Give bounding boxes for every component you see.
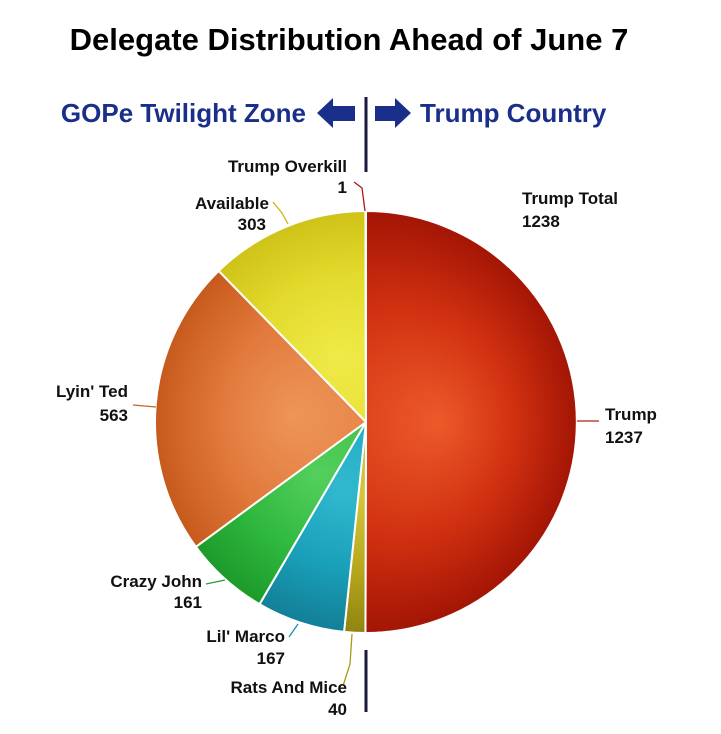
label-value-trump-overkill: 1 (338, 178, 347, 197)
leader-lines (132, 181, 599, 687)
slice-trump-overkill (364, 209, 367, 423)
chart-title: Delegate Distribution Ahead of June 7 (70, 22, 629, 57)
slice-lyin-ted (154, 269, 367, 548)
label-name-trump: Trump (605, 405, 657, 424)
slice-labels: Trump Overkill 1 Available 303 Lyin' Ted… (56, 157, 657, 719)
label-value-crazy-john: 161 (174, 593, 202, 612)
slice-available (217, 210, 367, 423)
leader-line-lyin-ted (132, 404, 157, 408)
label-name-crazy-john: Crazy John (110, 572, 202, 591)
left-zone-label: GOPe Twilight Zone (61, 98, 306, 128)
label-value-lil-marco: 167 (257, 649, 285, 668)
arrow-right-icon (375, 98, 411, 128)
right-zone-label: Trump Country (420, 98, 607, 128)
leader-line-rats-and-mice (342, 633, 353, 687)
slice-trump (364, 210, 578, 634)
label-name-trump-overkill: Trump Overkill (228, 157, 347, 176)
label-name-available: Available (195, 194, 269, 213)
label-value-rats-and-mice: 40 (328, 700, 347, 719)
leader-line-available (272, 201, 289, 225)
label-value-trump-total: 1238 (522, 212, 560, 231)
pie-slices (154, 209, 578, 634)
label-name-lil-marco: Lil' Marco (206, 627, 285, 646)
leader-line-lil-marco (288, 623, 299, 638)
leader-line-crazy-john (205, 579, 226, 585)
leader-line-trump-overkill (353, 181, 366, 212)
label-value-trump: 1237 (605, 428, 643, 447)
label-value-available: 303 (238, 215, 266, 234)
label-value-lyin-ted: 563 (100, 406, 128, 425)
arrow-left-icon (317, 98, 355, 128)
label-name-trump-total: Trump Total (522, 189, 618, 208)
label-name-rats-and-mice: Rats And Mice (230, 678, 347, 697)
label-name-lyin-ted: Lyin' Ted (56, 382, 128, 401)
